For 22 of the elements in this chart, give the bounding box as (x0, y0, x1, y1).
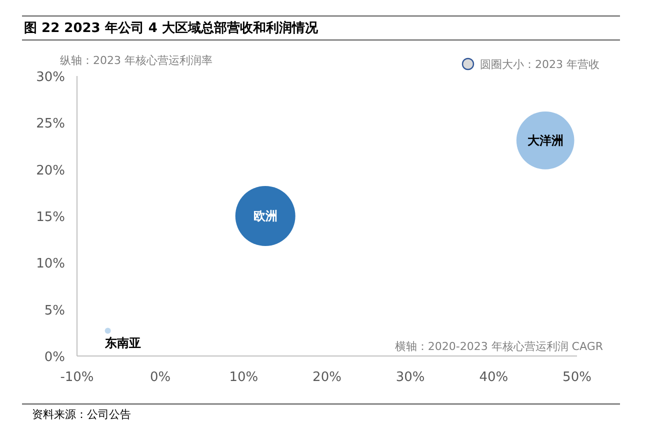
x-tick-label: 30% (396, 370, 425, 385)
x-tick-label: 10% (229, 370, 258, 385)
x-tick-label: 0% (150, 370, 171, 385)
series-label: 大洋洲 (527, 133, 564, 148)
series-label: 东南亚 (104, 336, 141, 350)
x-tick-label: 50% (562, 370, 592, 385)
x-tick-label: 20% (312, 370, 342, 385)
y-tick-label: 30% (36, 70, 65, 85)
y-tick-label: 10% (36, 256, 65, 272)
x-axis-title: 横轴：2020-2023 年核心营运利润 CAGR (394, 340, 604, 353)
y-tick-label: 20% (36, 163, 65, 178)
chart-title: 图 22 2023 年公司 4 大区域总部营收和利润情况 (24, 20, 319, 36)
x-tick-label: 40% (479, 370, 508, 385)
y-tick-label: 15% (36, 210, 65, 225)
x-tick-label: -10% (60, 370, 94, 385)
y-tick-label: 5% (44, 303, 65, 318)
y-tick-label: 25% (36, 116, 65, 132)
y-axis-title: 纵轴：2023 年核心营运利润率 (60, 54, 212, 67)
series-label: 欧洲 (253, 209, 278, 223)
text: 资料来源：公司公告 (32, 408, 131, 421)
text: 圆圈大小：2023 年营收 (480, 58, 600, 71)
y-tick-label: 0% (44, 350, 65, 365)
